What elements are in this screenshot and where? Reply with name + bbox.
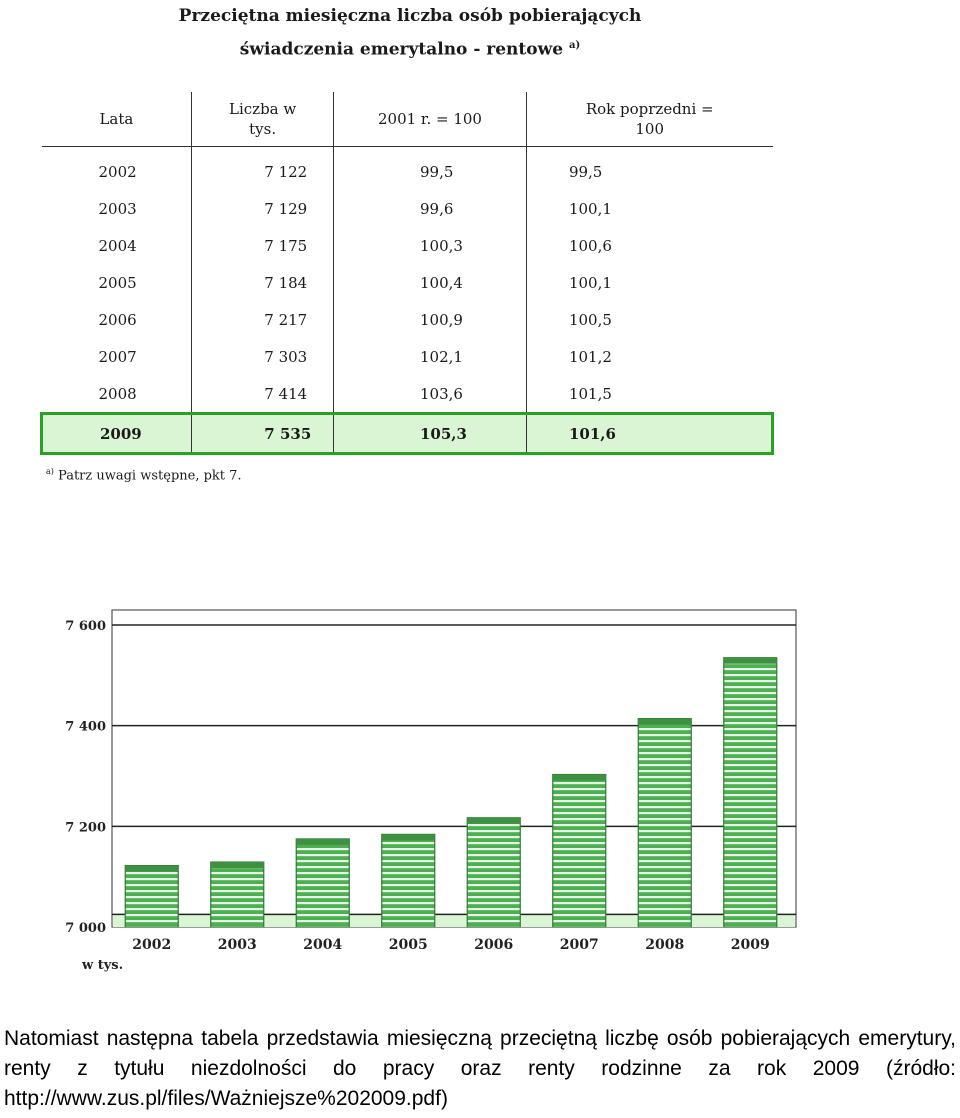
y-tick-label: 7 200 bbox=[65, 820, 106, 835]
cell-count: 7 129 bbox=[191, 190, 334, 227]
table-row: 2007 7 303 102,1 101,2 bbox=[42, 338, 773, 375]
x-tick-label: 2005 bbox=[389, 937, 428, 953]
bar-cap bbox=[638, 718, 692, 725]
table-row: 2006 7 217 100,9 100,5 bbox=[42, 301, 773, 338]
header-rok-poprzedni: Rok poprzedni = 100 bbox=[525, 92, 773, 147]
bar-cap bbox=[125, 865, 179, 872]
cell-year: 2002 bbox=[98, 162, 137, 181]
table-title-sup: a) bbox=[569, 40, 581, 51]
table-body: 2002 7 122 99,5 99,5 2003 7 129 99,6 100,1 2004 7… bbox=[39, 146, 775, 455]
cell-year: 2005 bbox=[98, 273, 137, 292]
cell-index-2001: 100,4 bbox=[332, 264, 527, 301]
footnote-text: Patrz uwagi wstępne, pkt 7. bbox=[58, 468, 242, 484]
cell-index-prev: 100,6 bbox=[525, 227, 773, 264]
x-tick-label: 2009 bbox=[731, 937, 770, 953]
x-tick-label: 2003 bbox=[218, 937, 257, 953]
table-row: 2008 7 414 103,6 101,5 bbox=[42, 375, 773, 414]
bar-cap bbox=[210, 862, 264, 869]
bar bbox=[552, 773, 607, 928]
bar bbox=[381, 833, 436, 928]
cell-year: 2007 bbox=[98, 347, 137, 366]
table-footnote: a) Patrz uwagi wstępne, pkt 7. bbox=[46, 467, 242, 483]
header-lata: Lata bbox=[99, 110, 134, 128]
cell-index-2001: 103,6 bbox=[332, 375, 527, 414]
cell-index-prev: 100,5 bbox=[525, 301, 773, 338]
bar-cap bbox=[296, 838, 350, 845]
cell-index-2001: 102,1 bbox=[332, 338, 527, 375]
x-tick-label: 2008 bbox=[645, 937, 684, 953]
table-title-line2-wrap: świadczenia emerytalno - rentowe a) bbox=[160, 31, 660, 65]
header-liczba-text: Liczba w tys. bbox=[229, 100, 297, 138]
cell-count: 7 535 bbox=[191, 412, 334, 455]
table-row: 2003 7 129 99,6 100,1 bbox=[42, 190, 773, 227]
x-tick-label: 2006 bbox=[474, 937, 513, 953]
y-tick-label: 7 400 bbox=[65, 720, 106, 735]
bar-chart: 7 000 7 200 7 400 7 600 2002 2003 2004 2005 2006… bbox=[65, 609, 797, 973]
header-liczba: Liczba w tys. bbox=[191, 92, 334, 147]
data-table: Lata Liczba w tys. 2001 r. = 100 Rok pop… bbox=[39, 92, 775, 455]
cell-index-2001: 99,5 bbox=[332, 146, 527, 190]
cell-count: 7 122 bbox=[191, 146, 334, 190]
table-row: 2005 7 184 100,4 100,1 bbox=[42, 264, 773, 301]
y-tick-label: 7 000 bbox=[65, 921, 106, 936]
bar-cap bbox=[381, 834, 435, 841]
cell-index-2001: 100,9 bbox=[332, 301, 527, 338]
cell-index-2001: 105,3 bbox=[332, 412, 527, 455]
bar bbox=[466, 817, 521, 928]
cell-index-prev: 101,5 bbox=[525, 375, 773, 414]
cell-count: 7 303 bbox=[191, 338, 334, 375]
table-title-line1: Przeciętna miesięczna liczba osób pobier… bbox=[178, 6, 642, 26]
footnote-sup: a) bbox=[46, 467, 54, 476]
header-rok-poprzedni-text: Rok poprzedni = 100 bbox=[585, 100, 714, 138]
table-header-row: Lata Liczba w tys. 2001 r. = 100 Rok pop… bbox=[41, 92, 773, 147]
bar-cap bbox=[723, 657, 777, 664]
cell-index-prev: 101,2 bbox=[525, 338, 773, 375]
bar-cap bbox=[467, 817, 521, 824]
bar bbox=[210, 861, 265, 928]
bar bbox=[124, 864, 179, 928]
unit-label: w tys. bbox=[81, 958, 123, 973]
data-table-wrap: Lata Liczba w tys. 2001 r. = 100 Rok pop… bbox=[39, 92, 775, 455]
baseline-band bbox=[113, 914, 795, 927]
cell-index-2001: 100,3 bbox=[332, 227, 527, 264]
bar-cap bbox=[552, 774, 606, 781]
x-tick-label: 2002 bbox=[132, 937, 171, 953]
cell-index-prev: 100,1 bbox=[525, 264, 773, 301]
cell-year: 2006 bbox=[98, 310, 137, 329]
cell-index-prev: 101,6 bbox=[525, 412, 775, 455]
table-title: Przeciętna miesięczna liczba osób pobier… bbox=[160, 2, 660, 65]
cell-count: 7 217 bbox=[191, 301, 334, 338]
body-paragraph: Natomiast następna tabela przedstawia mi… bbox=[4, 1027, 956, 1110]
x-tick-label: 2004 bbox=[303, 937, 342, 953]
cell-index-prev: 100,1 bbox=[525, 190, 773, 227]
cell-index-prev: 99,5 bbox=[525, 146, 773, 190]
table-title-line2: świadczenia emerytalno - rentowe bbox=[239, 39, 564, 60]
header-2001: 2001 r. = 100 bbox=[332, 92, 527, 147]
table-row: 2009 7 535 105,3 101,6 bbox=[39, 412, 775, 455]
cell-year: 2008 bbox=[98, 384, 137, 403]
cell-year: 2003 bbox=[98, 199, 137, 218]
x-tick-label: 2007 bbox=[560, 937, 599, 953]
table-row: 2004 7 175 100,3 100,6 bbox=[42, 227, 773, 264]
y-tick-label: 7 600 bbox=[65, 619, 106, 634]
cell-count: 7 175 bbox=[191, 227, 334, 264]
bar bbox=[637, 718, 692, 928]
cell-year: 2009 bbox=[39, 412, 192, 455]
cell-year: 2004 bbox=[98, 236, 137, 255]
cell-count: 7 184 bbox=[191, 264, 334, 301]
cell-index-2001: 99,6 bbox=[332, 190, 527, 227]
bar bbox=[723, 657, 778, 928]
bar bbox=[295, 838, 350, 928]
table-row: 2002 7 122 99,5 99,5 bbox=[42, 146, 773, 190]
cell-count: 7 414 bbox=[191, 375, 334, 414]
